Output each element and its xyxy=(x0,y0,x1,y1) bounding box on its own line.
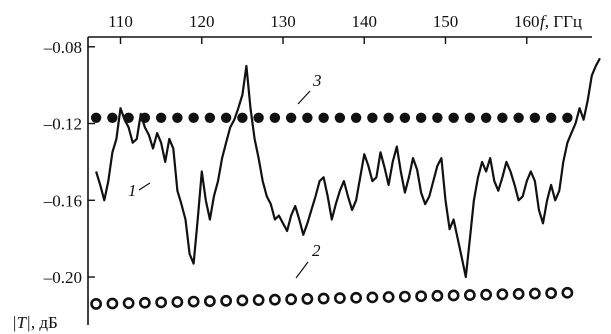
series-2-point xyxy=(236,294,249,307)
series-3-point xyxy=(513,112,524,123)
series-2-point xyxy=(138,296,151,309)
series-2-point xyxy=(382,291,395,303)
series-3-point xyxy=(253,112,264,123)
series-3-point xyxy=(318,112,329,123)
curve-label-3: 3 xyxy=(312,71,322,90)
series-2-point xyxy=(463,289,476,301)
series-3-point xyxy=(448,112,459,123)
y-tick-label: –0.16 xyxy=(43,191,82,210)
series-2-point xyxy=(561,286,574,299)
series-2-point xyxy=(122,297,135,310)
series-3-point xyxy=(529,112,541,123)
series-2-point xyxy=(187,295,200,308)
curve-label-1: 1 xyxy=(128,181,137,200)
series-2-point xyxy=(415,290,428,303)
series-2-point xyxy=(220,294,233,307)
series-3-point xyxy=(302,112,313,123)
series-2-point xyxy=(268,293,281,306)
series-2-point xyxy=(512,288,525,300)
series-2-point xyxy=(480,288,493,301)
series-3-point xyxy=(497,112,508,123)
series-2-point xyxy=(545,287,558,300)
series-2-point xyxy=(496,288,509,301)
x-tick-label: 140 xyxy=(352,12,378,31)
series-3-point xyxy=(399,112,411,123)
series-3-point xyxy=(107,112,118,123)
series-2-point xyxy=(301,293,314,305)
series-2-point xyxy=(398,290,411,303)
series-3-point xyxy=(545,112,557,123)
x-tick-label: 130 xyxy=(270,12,296,31)
series-3-point xyxy=(90,112,102,123)
series-3-point xyxy=(334,112,346,123)
series-3-point xyxy=(237,112,248,123)
series-1-line xyxy=(95,57,601,279)
x-tick-label: 150 xyxy=(433,12,459,31)
y-tick-label: –0.08 xyxy=(43,38,82,57)
series-2-point xyxy=(333,292,346,305)
series-2-point xyxy=(350,291,363,304)
series-3-point xyxy=(383,112,394,123)
x-tick-label: 110 xyxy=(108,12,133,31)
series-3-point xyxy=(269,112,281,123)
series-2-point xyxy=(171,296,184,308)
x-tick-label: 120 xyxy=(189,12,215,31)
series-3-point xyxy=(464,112,476,123)
series-2-point xyxy=(431,289,444,302)
series-3-point xyxy=(172,112,183,123)
y-tick-label: –0.12 xyxy=(43,115,82,134)
series-3-point xyxy=(432,112,443,123)
x-tick-label: 160 xyxy=(514,12,540,31)
series-2-point xyxy=(155,296,168,309)
series-3-point xyxy=(562,112,573,123)
series-2-point xyxy=(252,294,265,306)
curve-label-2: 2 xyxy=(312,241,321,260)
annotation-leader xyxy=(295,261,309,279)
series-3-point xyxy=(123,112,134,123)
axes xyxy=(87,36,592,325)
labels: 110 120 130 140 150 160 f, ГГц –0.08 –0.12 –0.16 –… xyxy=(12,12,582,332)
series-3-point xyxy=(415,112,427,123)
series-3-point xyxy=(155,112,167,123)
x-axis-title: f, ГГц xyxy=(540,12,582,31)
y-axis-title: |T|, дБ xyxy=(12,313,58,332)
series-2-point xyxy=(317,292,330,305)
series-2-point xyxy=(447,289,460,302)
series-layer xyxy=(90,57,601,310)
series-2-point xyxy=(528,287,541,300)
annotation-leader xyxy=(138,182,151,191)
series-2-point xyxy=(285,293,298,306)
series-3-point xyxy=(480,112,492,123)
annotation-leader xyxy=(297,90,311,105)
series-2-point xyxy=(203,295,216,308)
series-2-point xyxy=(90,297,103,310)
series-3-point xyxy=(188,112,199,123)
series-3-point xyxy=(350,112,362,123)
series-2-point xyxy=(106,297,119,310)
series-3-point xyxy=(220,112,232,123)
series-3-point xyxy=(139,112,151,123)
series-2-point xyxy=(366,291,379,304)
y-tick-label: –0.20 xyxy=(43,268,82,287)
series-3-point xyxy=(285,112,297,123)
series-3-point xyxy=(204,112,216,123)
series-3-point xyxy=(367,112,378,123)
